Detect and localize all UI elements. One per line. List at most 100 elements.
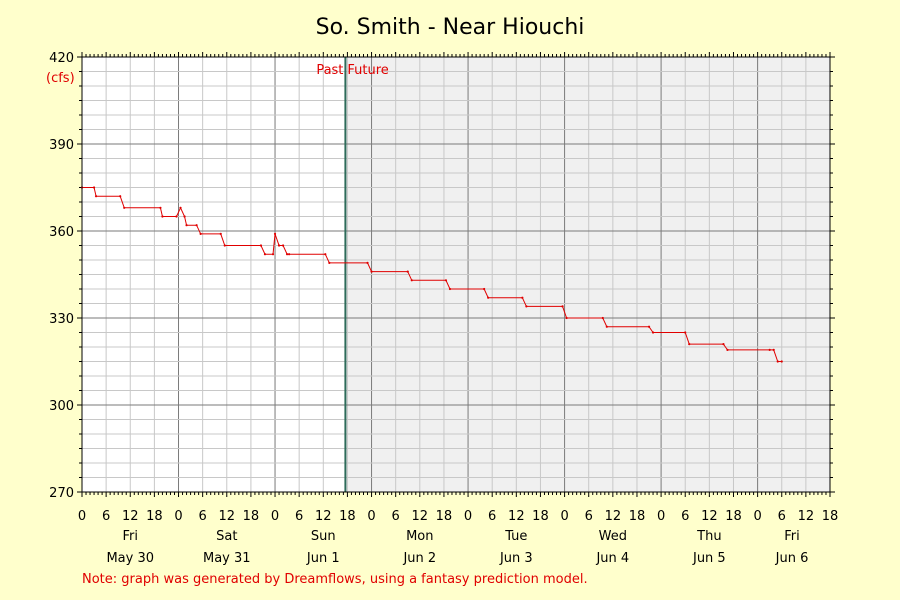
series-point <box>286 253 288 255</box>
series-point <box>264 253 266 255</box>
x-tick-label: 18 <box>436 509 453 524</box>
x-tick-label: 0 <box>271 509 279 524</box>
x-tick-label: 18 <box>629 509 646 524</box>
series-point <box>288 253 290 255</box>
series-point <box>722 343 724 345</box>
y-tick-label: 390 <box>49 138 74 153</box>
series-point <box>95 195 97 197</box>
series-point <box>726 349 728 351</box>
series-point <box>487 297 489 299</box>
x-tick-label: 6 <box>392 509 400 524</box>
x-tick-label: 12 <box>412 509 429 524</box>
series-point <box>769 349 771 351</box>
x-tick-label: 0 <box>174 509 182 524</box>
x-tick-label: 12 <box>219 509 236 524</box>
y-tick-label: 360 <box>49 225 74 240</box>
series-point <box>606 326 608 328</box>
series-point <box>93 186 95 188</box>
day-date-label: May 30 <box>106 551 154 566</box>
series-point <box>366 262 368 264</box>
x-tick-label: 0 <box>753 509 761 524</box>
x-tick-label: 12 <box>605 509 622 524</box>
series-point <box>370 271 372 273</box>
day-date-label: Jun 1 <box>306 551 340 566</box>
day-date-label: May 31 <box>203 551 251 566</box>
series-point <box>324 253 326 255</box>
x-tick-label: 12 <box>315 509 332 524</box>
x-tick-label: 0 <box>78 509 86 524</box>
day-date-label: Jun 6 <box>775 551 809 566</box>
x-tick-label: 0 <box>560 509 568 524</box>
series-point <box>328 262 330 264</box>
series-point <box>161 215 163 217</box>
day-weekday-label: Fri <box>123 529 139 544</box>
series-point <box>411 279 413 281</box>
x-tick-label: 6 <box>295 509 303 524</box>
x-tick-label: 12 <box>701 509 718 524</box>
day-weekday-label: Tue <box>504 529 527 544</box>
day-date-label: Jun 2 <box>402 551 436 566</box>
series-point <box>159 207 161 209</box>
series-point <box>179 207 181 209</box>
y-tick-label: 300 <box>49 399 74 414</box>
x-tick-label: 6 <box>778 509 786 524</box>
x-tick-label: 18 <box>822 509 839 524</box>
series-point <box>196 224 198 226</box>
day-weekday-label: Wed <box>599 529 627 544</box>
series-point <box>445 279 447 281</box>
y-tick-labels: 270 300 330 360 390 420 <box>49 51 74 501</box>
future-label: Future <box>347 63 388 78</box>
series-point <box>561 305 563 307</box>
x-tick-label: 0 <box>657 509 665 524</box>
series-point <box>260 244 262 246</box>
series-point <box>175 215 177 217</box>
day-weekday-label: Fri <box>784 529 800 544</box>
y-tick-label: 270 <box>49 486 74 501</box>
series-point <box>119 195 121 197</box>
series-point <box>220 233 222 235</box>
x-tick-label: 18 <box>532 509 549 524</box>
day-date-label: Jun 4 <box>595 551 629 566</box>
series-point <box>224 244 226 246</box>
series-point <box>183 215 185 217</box>
y-axis-label: (cfs) <box>46 71 75 86</box>
series-point <box>282 244 284 246</box>
series-point <box>781 360 783 362</box>
x-tick-label: 12 <box>122 509 139 524</box>
x-tick-label: 18 <box>146 509 163 524</box>
x-tick-label: 18 <box>339 509 356 524</box>
series-point <box>483 288 485 290</box>
series-point <box>200 233 202 235</box>
day-weekday-label: Mon <box>406 529 433 544</box>
day-date-label: Jun 3 <box>499 551 533 566</box>
series-point <box>278 244 280 246</box>
series-point <box>521 297 523 299</box>
series-point <box>688 343 690 345</box>
day-weekday-label: Sun <box>311 529 336 544</box>
series-point <box>684 331 686 333</box>
y-tick-label: 330 <box>49 312 74 327</box>
x-tick-label: 6 <box>488 509 496 524</box>
day-weekday-label: Sat <box>216 529 237 544</box>
series-point <box>602 317 604 319</box>
series-point <box>773 349 775 351</box>
day-labels: Fri May 30 Sat May 31 Sun Jun 1 Mon Jun 2 Tue Jun… <box>106 529 808 566</box>
series-point <box>525 305 527 307</box>
day-date-label: Jun 5 <box>692 551 726 566</box>
x-tick-labels: 0 6 12 18 0 6 12 18 0 6 12 18 0 6 12 18 0 6 12 18 0 6 12 18 0 6 12… <box>78 509 838 524</box>
y-tick-label: 420 <box>49 51 74 66</box>
series-point <box>777 360 779 362</box>
x-tick-label: 18 <box>725 509 742 524</box>
past-label: Past <box>316 63 343 78</box>
x-tick-label: 0 <box>367 509 375 524</box>
x-tick-label: 18 <box>243 509 260 524</box>
x-tick-label: 6 <box>102 509 110 524</box>
series-point <box>652 331 654 333</box>
series-point <box>648 326 650 328</box>
footer-note: Note: graph was generated by Dreamflows,… <box>82 572 588 587</box>
series-point <box>185 224 187 226</box>
x-tick-label: 6 <box>199 509 207 524</box>
x-tick-label: 12 <box>798 509 815 524</box>
series-point <box>272 253 274 255</box>
